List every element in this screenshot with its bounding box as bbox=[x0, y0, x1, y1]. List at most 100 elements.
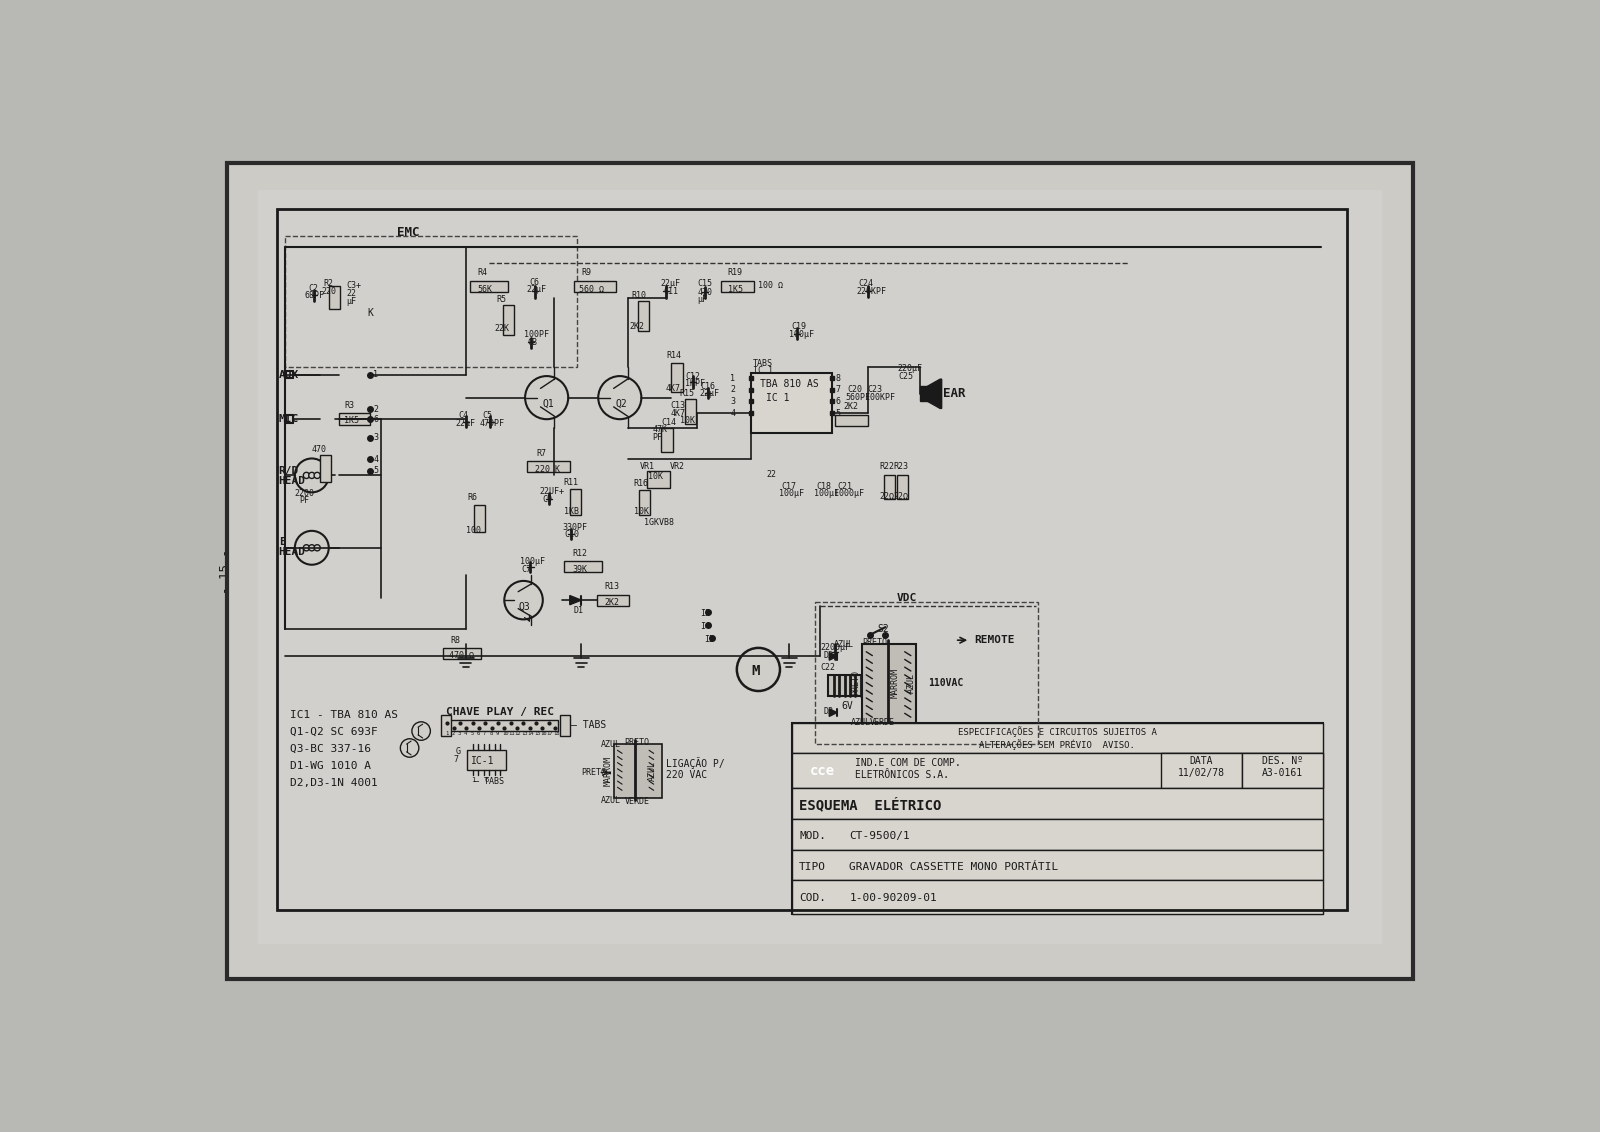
Text: 2200μF: 2200μF bbox=[819, 643, 850, 652]
Bar bbox=[638, 490, 650, 515]
Bar bbox=[443, 648, 482, 659]
Text: 12: 12 bbox=[515, 731, 522, 736]
Text: 39K: 39K bbox=[573, 565, 587, 574]
Bar bbox=[339, 413, 370, 424]
Text: 100μF: 100μF bbox=[779, 489, 805, 498]
Bar bbox=[258, 190, 1382, 944]
Bar bbox=[827, 675, 874, 696]
Circle shape bbox=[294, 531, 328, 565]
Bar bbox=[792, 722, 1323, 914]
Circle shape bbox=[314, 472, 320, 479]
Text: 4: 4 bbox=[464, 731, 467, 736]
Text: 4K7: 4K7 bbox=[666, 384, 682, 393]
Text: ELETRÔNICOS S.A.: ELETRÔNICOS S.A. bbox=[854, 770, 949, 780]
Text: HEAD: HEAD bbox=[278, 475, 306, 486]
Text: C15: C15 bbox=[698, 280, 712, 289]
Circle shape bbox=[411, 722, 430, 740]
Text: ESPECIFICAÇÕES E CIRCUITOS SUJEITOS A: ESPECIFICAÇÕES E CIRCUITOS SUJEITOS A bbox=[958, 727, 1157, 737]
Bar bbox=[661, 428, 674, 452]
Bar bbox=[443, 720, 558, 731]
Circle shape bbox=[309, 472, 315, 479]
Text: Q2: Q2 bbox=[616, 398, 627, 409]
Text: EMC: EMC bbox=[397, 225, 419, 239]
Text: 6: 6 bbox=[485, 777, 488, 782]
Text: A3-0161: A3-0161 bbox=[1262, 769, 1304, 779]
Bar bbox=[792, 754, 1323, 788]
Text: R23: R23 bbox=[893, 463, 909, 471]
Bar bbox=[792, 818, 1323, 850]
Text: 22μF: 22μF bbox=[454, 419, 475, 428]
Text: CHAVE PLAY / REC: CHAVE PLAY / REC bbox=[446, 706, 555, 717]
Text: IC 1: IC 1 bbox=[766, 393, 790, 403]
Text: 110VAC: 110VAC bbox=[928, 678, 963, 687]
Text: 470PF: 470PF bbox=[480, 419, 504, 428]
Text: C22: C22 bbox=[819, 662, 835, 671]
Text: CT-9500/1: CT-9500/1 bbox=[850, 831, 910, 841]
Text: CB: CB bbox=[528, 337, 538, 346]
Text: R/D: R/D bbox=[278, 465, 299, 475]
Circle shape bbox=[598, 376, 642, 419]
Text: 100KPF: 100KPF bbox=[864, 393, 894, 402]
Text: 6: 6 bbox=[835, 397, 840, 406]
Bar bbox=[528, 461, 570, 472]
Text: R7: R7 bbox=[536, 448, 547, 457]
Text: R19: R19 bbox=[728, 268, 742, 277]
Text: C3+: C3+ bbox=[347, 282, 362, 291]
Text: DATA: DATA bbox=[1189, 756, 1213, 766]
Text: 1000μF: 1000μF bbox=[834, 489, 864, 498]
Text: AZUL: AZUL bbox=[648, 761, 656, 781]
Text: AZUL: AZUL bbox=[602, 796, 621, 805]
Bar bbox=[560, 715, 570, 737]
Text: 3: 3 bbox=[730, 397, 736, 406]
Text: 22Ω: 22Ω bbox=[893, 491, 909, 500]
Text: IC 1: IC 1 bbox=[754, 366, 773, 375]
Text: 22Ω: 22Ω bbox=[880, 491, 894, 500]
Text: I3: I3 bbox=[701, 609, 710, 618]
Text: 13: 13 bbox=[522, 731, 528, 736]
Text: C2: C2 bbox=[307, 284, 318, 293]
Text: D2,D3-1N 4001: D2,D3-1N 4001 bbox=[290, 778, 378, 788]
Text: TIPO: TIPO bbox=[800, 861, 826, 872]
Text: 7: 7 bbox=[835, 385, 840, 394]
Bar bbox=[328, 286, 339, 309]
Circle shape bbox=[314, 544, 320, 551]
Text: R16: R16 bbox=[634, 479, 648, 488]
Bar bbox=[597, 594, 629, 607]
Text: 6: 6 bbox=[477, 731, 480, 736]
Text: Q1-Q2 SC 693F: Q1-Q2 SC 693F bbox=[290, 727, 378, 737]
Text: PRETO◄: PRETO◄ bbox=[581, 769, 611, 778]
Text: D1-WG 1010 A: D1-WG 1010 A bbox=[290, 761, 371, 771]
Text: 14: 14 bbox=[528, 731, 534, 736]
Bar bbox=[614, 744, 662, 798]
Text: 100PF: 100PF bbox=[523, 331, 549, 338]
Text: C7: C7 bbox=[522, 565, 531, 574]
Text: PRETO: PRETO bbox=[862, 638, 888, 648]
Text: GRAVADOR CASSETTE MONO PORTÁTIL: GRAVADOR CASSETTE MONO PORTÁTIL bbox=[850, 861, 1059, 872]
Text: C12: C12 bbox=[685, 371, 701, 380]
Bar bbox=[646, 471, 670, 488]
Bar bbox=[637, 301, 650, 331]
Text: 100: 100 bbox=[466, 525, 480, 534]
Bar bbox=[722, 281, 754, 292]
Circle shape bbox=[309, 544, 315, 551]
Text: 8: 8 bbox=[835, 374, 840, 383]
Polygon shape bbox=[570, 595, 581, 604]
Circle shape bbox=[504, 581, 542, 619]
Text: 22μF: 22μF bbox=[699, 389, 718, 398]
Text: 18: 18 bbox=[554, 731, 560, 736]
Text: ESQUEMA  ELÉTRICO: ESQUEMA ELÉTRICO bbox=[800, 798, 941, 813]
Text: C18: C18 bbox=[816, 482, 830, 490]
Text: PRETO: PRETO bbox=[851, 670, 861, 695]
Text: R2: R2 bbox=[323, 280, 333, 289]
Bar bbox=[1242, 754, 1323, 788]
Text: — TABS: — TABS bbox=[571, 720, 606, 730]
Text: 3: 3 bbox=[373, 434, 378, 443]
Circle shape bbox=[304, 544, 309, 551]
Text: 68PF: 68PF bbox=[304, 291, 325, 300]
Bar bbox=[467, 749, 506, 770]
Text: HEAD: HEAD bbox=[278, 548, 306, 557]
Text: R6: R6 bbox=[467, 494, 477, 503]
Text: REMOTE: REMOTE bbox=[974, 635, 1014, 645]
Bar bbox=[563, 560, 602, 573]
Text: C9: C9 bbox=[542, 495, 554, 504]
